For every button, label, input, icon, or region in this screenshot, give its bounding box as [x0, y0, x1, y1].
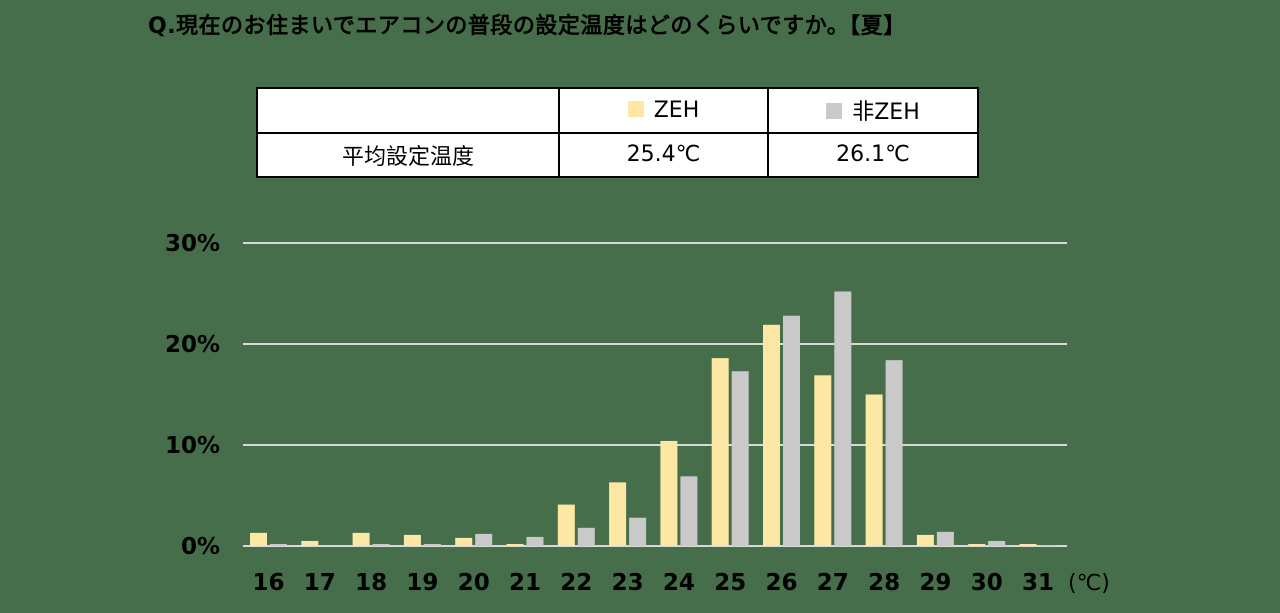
legend-swatch-zeh: [627, 100, 644, 117]
bar-zeh: [763, 324, 780, 546]
y-tick-label: 0%: [181, 534, 220, 560]
x-tick-label: 20: [458, 570, 490, 596]
summary-table: ZEH 非ZEH 平均設定温度 25.4℃ 26.1℃: [256, 87, 979, 178]
x-tick-label: 17: [304, 570, 336, 596]
bar-non-zeh: [526, 536, 544, 546]
bar-zeh: [609, 482, 627, 546]
chart-title: Q.現在のお住まいでエアコンの普段の設定温度はどのくらいですか。【夏】: [148, 14, 906, 39]
bar-non-zeh: [475, 533, 493, 546]
x-tick-label: 24: [663, 570, 695, 596]
summary-header-blank: [256, 87, 560, 134]
x-tick-label: 23: [612, 570, 644, 596]
bar-non-zeh: [1039, 544, 1057, 546]
y-tick-label: 20%: [165, 332, 220, 358]
summary-row-label: 平均設定温度: [256, 131, 560, 178]
legend-label-zeh: ZEH: [653, 97, 700, 123]
bar-zeh: [968, 543, 986, 546]
bar-zeh: [403, 534, 421, 546]
y-tick-label: 10%: [165, 433, 220, 459]
x-tick-label: 16: [252, 570, 284, 596]
x-tick-label: 31: [1022, 570, 1054, 596]
summary-zeh-value: 25.4℃: [558, 131, 769, 178]
bar-zeh: [865, 394, 883, 546]
bar-zeh: [301, 540, 319, 546]
x-tick-label: 28: [868, 570, 900, 596]
bar-non-zeh: [834, 291, 852, 546]
summary-header-zeh: ZEH: [558, 87, 769, 134]
bar-non-zeh: [680, 476, 698, 546]
bar-non-zeh: [270, 543, 287, 546]
x-tick-label: 19: [406, 570, 438, 596]
bar-non-zeh: [783, 315, 800, 546]
y-tick-label: 30%: [165, 231, 220, 257]
bar-zeh: [557, 504, 575, 546]
x-tick-label: 26: [765, 570, 797, 596]
legend-label-non-zeh: 非ZEH: [852, 100, 920, 126]
x-tick-label: 25: [714, 570, 746, 596]
x-tick-label: 18: [355, 570, 387, 596]
summary-header-row: ZEH 非ZEH: [256, 87, 979, 134]
summary-header-non-zeh: 非ZEH: [767, 87, 979, 134]
summary-non-zeh-value: 26.1℃: [767, 131, 979, 178]
bar-non-zeh: [936, 531, 954, 546]
bar-non-zeh: [423, 543, 441, 546]
legend-swatch-non-zeh: [826, 103, 843, 120]
x-tick-label: 30: [971, 570, 1003, 596]
bar-zeh: [916, 534, 934, 546]
x-tick-label: 22: [560, 570, 592, 596]
bar-non-zeh: [988, 540, 1006, 546]
bar-zeh: [455, 537, 473, 546]
bar-zeh: [1019, 543, 1037, 546]
bar-zeh: [711, 358, 729, 546]
bar-non-zeh: [629, 517, 647, 546]
x-tick-label: 27: [817, 570, 849, 596]
bar-non-zeh: [731, 371, 749, 546]
bar-zeh: [506, 543, 524, 546]
x-axis-unit-label: (℃): [1068, 571, 1110, 596]
bar-zeh: [352, 532, 370, 546]
x-tick-label: 21: [509, 570, 541, 596]
summary-value-row: 平均設定温度 25.4℃ 26.1℃: [256, 131, 979, 178]
x-tick-label: 29: [919, 570, 951, 596]
bar-non-zeh: [577, 527, 595, 546]
bar-zeh: [814, 375, 832, 546]
bar-zeh: [250, 532, 267, 546]
bar-zeh: [660, 440, 678, 546]
bar-non-zeh: [372, 543, 390, 546]
bar-non-zeh: [885, 360, 903, 546]
